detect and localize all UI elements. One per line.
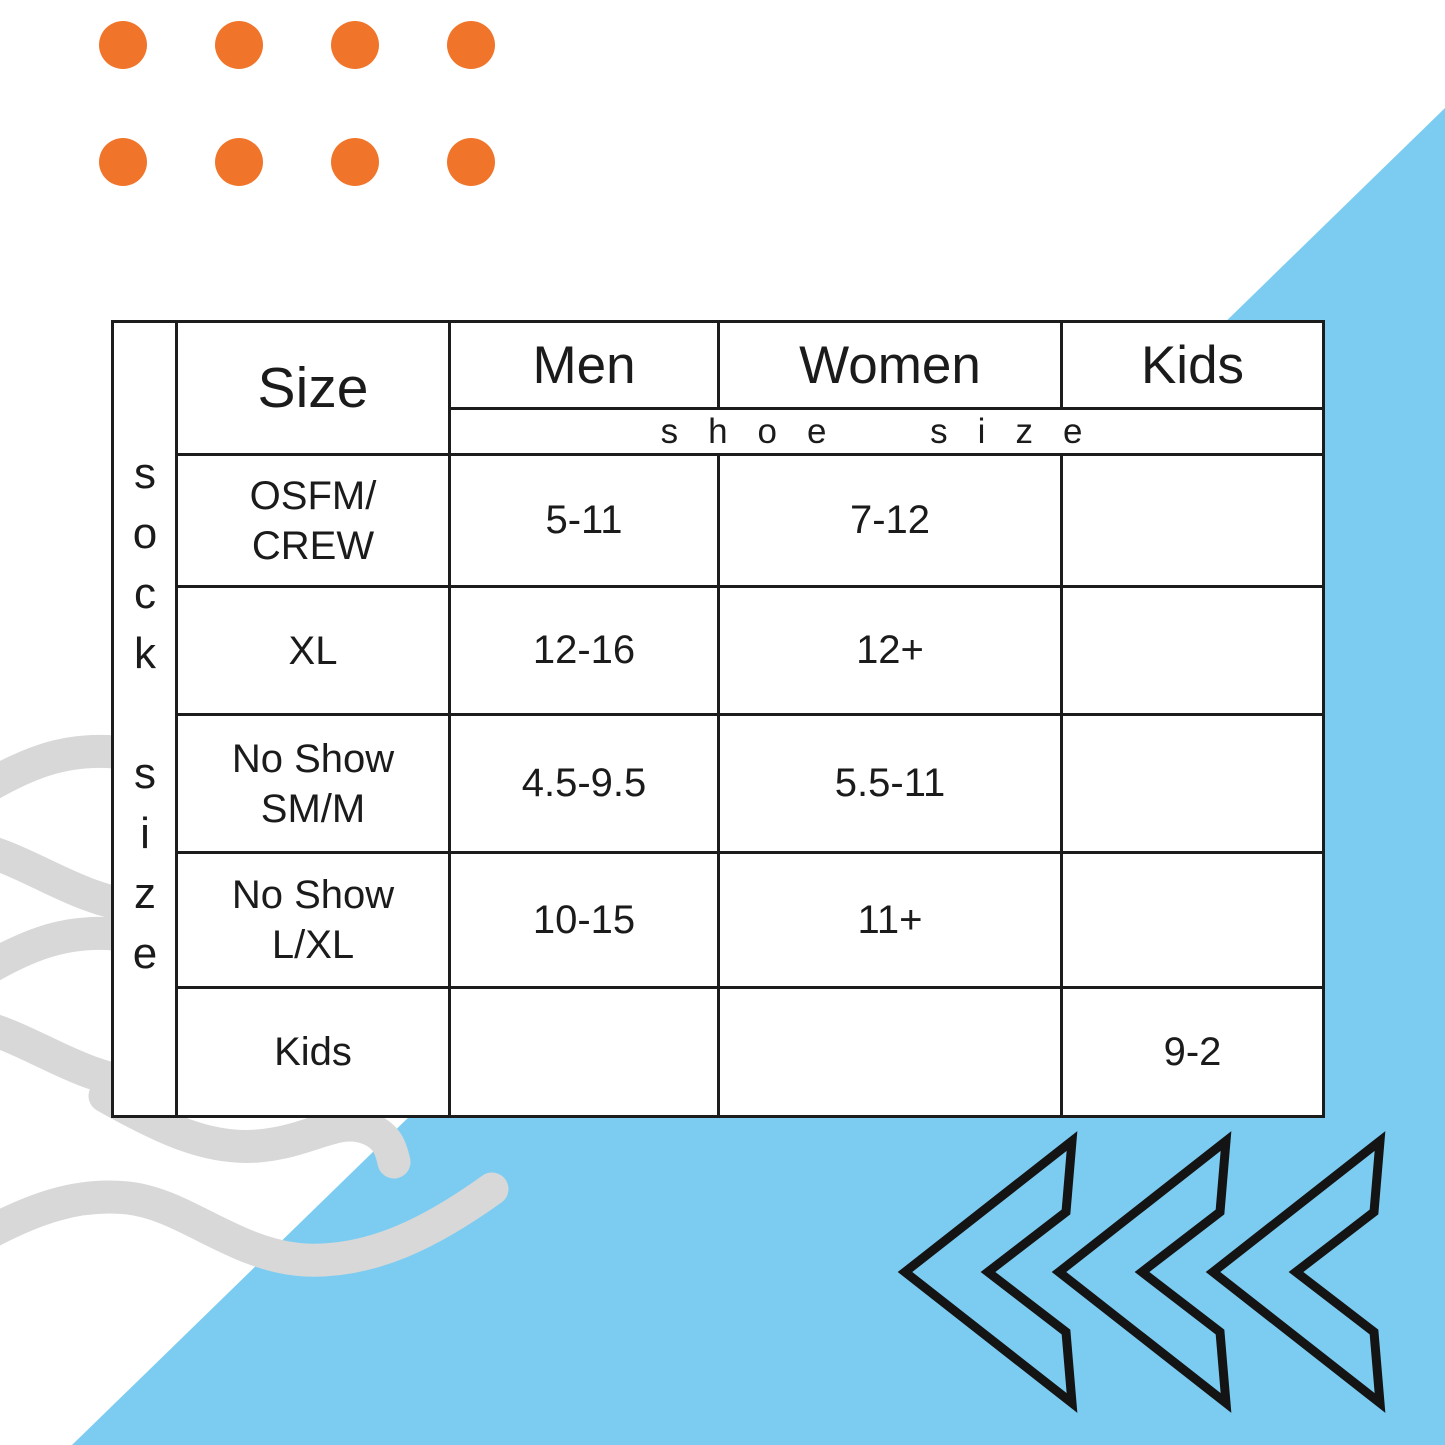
wave-icon <box>88 1079 411 1179</box>
chevron-left-icon <box>897 1131 1078 1413</box>
women-value: 11+ <box>717 851 1063 989</box>
dot-icon <box>215 21 263 69</box>
dot-icon <box>331 21 379 69</box>
dot-grid <box>99 21 495 186</box>
kids-value <box>1060 453 1325 588</box>
dot-icon <box>447 21 495 69</box>
column-header-men: Men <box>448 320 720 410</box>
women-value: 5.5-11 <box>717 713 1063 854</box>
table-row: No Show SM/M 4.5-9.5 5.5-11 <box>113 713 1325 854</box>
column-header-kids: Kids <box>1060 320 1325 410</box>
men-value <box>448 986 720 1118</box>
women-value: 7-12 <box>717 453 1063 588</box>
kids-value <box>1060 713 1325 854</box>
sub-header-shoe-size: shoe size <box>448 407 1325 456</box>
wave-icon <box>0 1172 509 1277</box>
row-label: No Show L/XL <box>175 851 451 989</box>
side-label-sock-size: sock size <box>111 320 178 1118</box>
kids-value <box>1060 851 1325 989</box>
women-value <box>717 986 1063 1118</box>
chevrons-group <box>897 1131 1386 1413</box>
row-label: XL <box>175 585 451 716</box>
dot-icon <box>99 21 147 69</box>
column-header-women: Women <box>717 320 1063 410</box>
table-row: OSFM/ CREW 5-11 7-12 <box>113 453 1325 588</box>
row-label: OSFM/ CREW <box>175 453 451 588</box>
dot-icon <box>331 138 379 186</box>
size-chart-table: sock size Size Men Women Kids shoe size … <box>111 320 1325 1118</box>
women-value: 12+ <box>717 585 1063 716</box>
chevron-left-icon <box>1205 1131 1386 1413</box>
dot-icon <box>215 138 263 186</box>
row-label: Kids <box>175 986 451 1118</box>
row-label: No Show SM/M <box>175 713 451 854</box>
table-row: Kids 9-2 <box>113 986 1325 1118</box>
men-value: 10-15 <box>448 851 720 989</box>
men-value: 5-11 <box>448 453 720 588</box>
men-value: 4.5-9.5 <box>448 713 720 854</box>
table-row: XL 12-16 12+ <box>113 585 1325 716</box>
chevron-left-icon <box>1051 1131 1232 1413</box>
kids-value <box>1060 585 1325 716</box>
kids-value: 9-2 <box>1060 986 1325 1118</box>
corner-header-size: Size <box>175 320 451 456</box>
dot-icon <box>99 138 147 186</box>
dot-icon <box>447 138 495 186</box>
table-row: No Show L/XL 10-15 11+ <box>113 851 1325 989</box>
men-value: 12-16 <box>448 585 720 716</box>
